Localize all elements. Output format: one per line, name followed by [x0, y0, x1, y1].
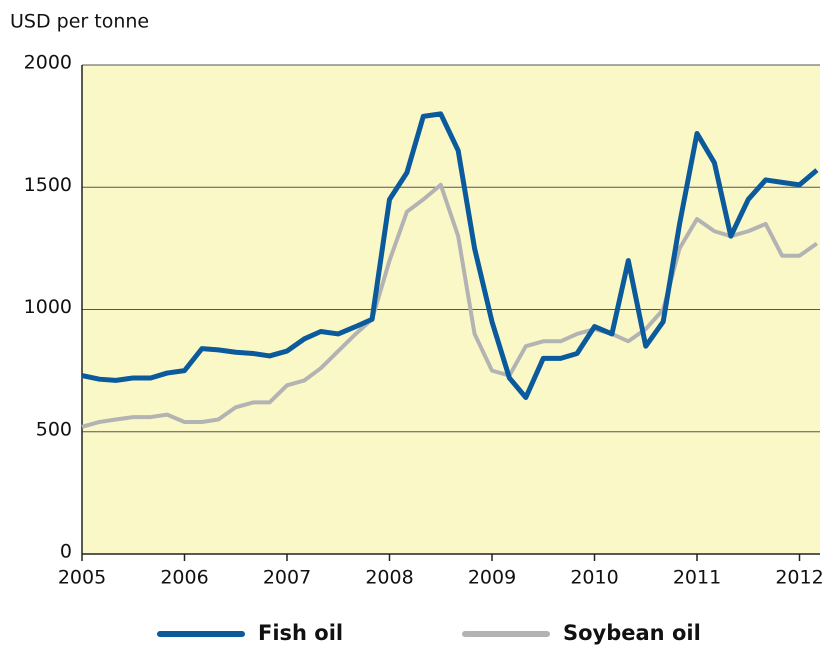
- x-tick-label: 2009: [468, 567, 516, 589]
- legend-label: Fish oil: [258, 621, 343, 645]
- y-tick-label: 0: [60, 541, 72, 563]
- y-tick-label: 2000: [24, 52, 72, 74]
- x-tick-label: 2011: [673, 567, 721, 589]
- x-tick-label: 2008: [365, 567, 413, 589]
- y-tick-label: 500: [36, 418, 72, 440]
- y-axis-label: USD per tonne: [10, 11, 149, 33]
- legend-label: Soybean oil: [563, 621, 701, 645]
- x-tick-label: 2005: [58, 567, 106, 589]
- y-tick-label: 1000: [24, 296, 72, 318]
- y-tick-label: 1500: [24, 174, 72, 196]
- x-tick-label: 2007: [263, 567, 311, 589]
- x-tick-label: 2010: [570, 567, 618, 589]
- chart: USD per tonne 0 500 1000 1500 2000 2005 2006 20…: [0, 0, 829, 648]
- x-tick-label: 2012: [775, 567, 823, 589]
- x-tick-label: 2006: [160, 567, 208, 589]
